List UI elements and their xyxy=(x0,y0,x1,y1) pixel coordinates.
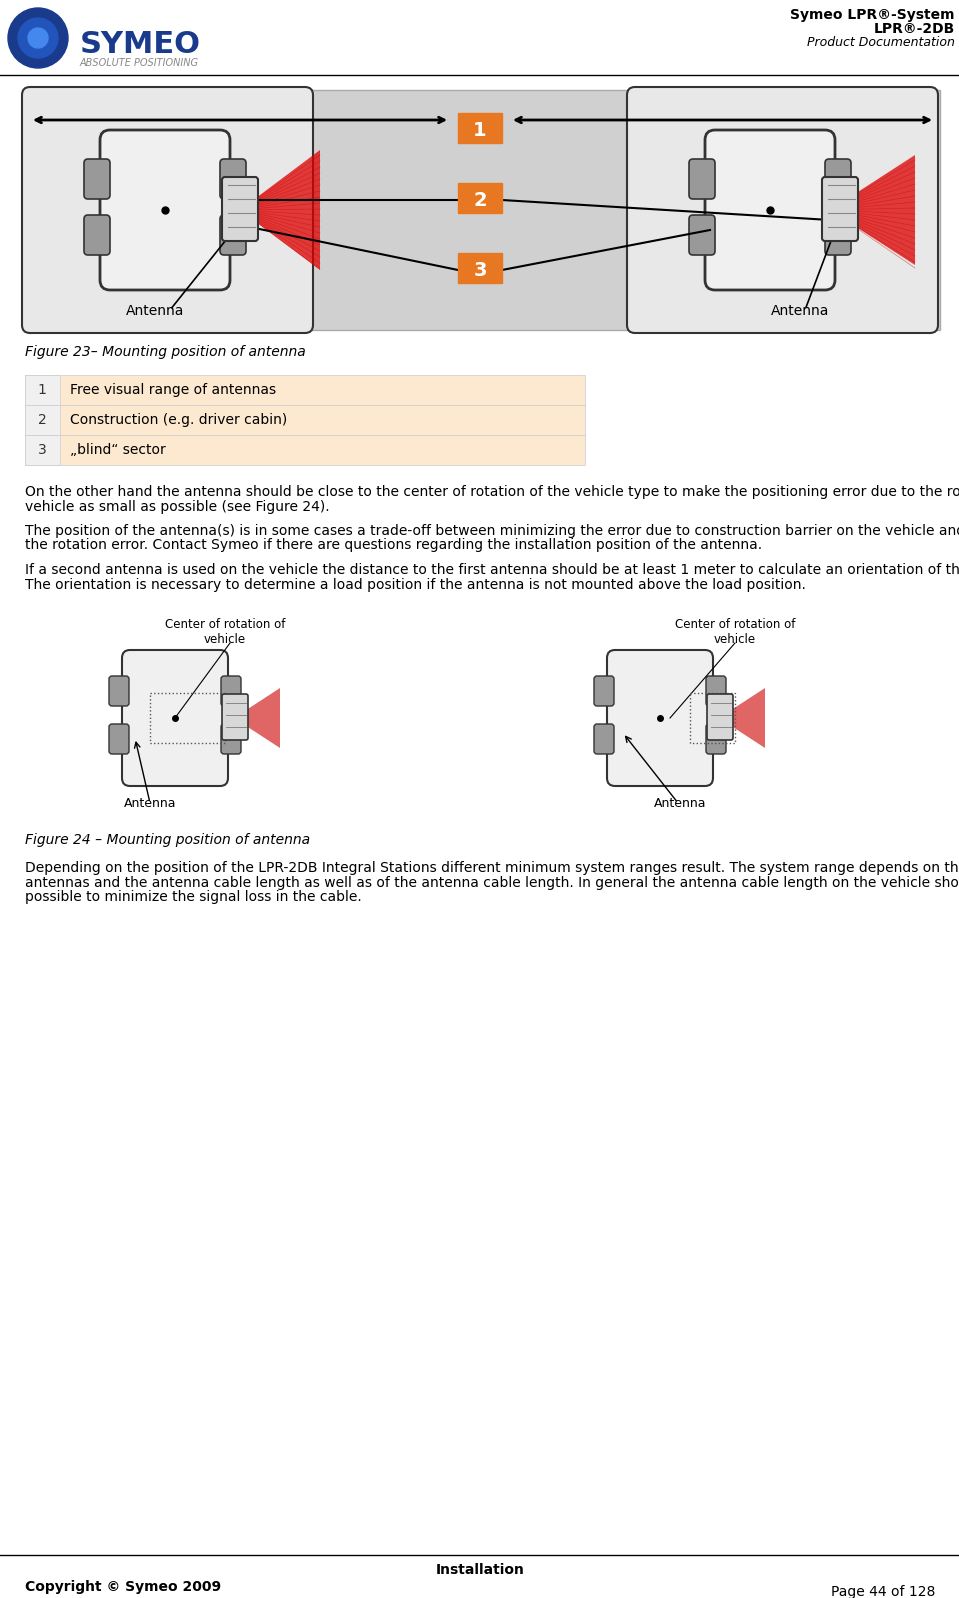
Bar xyxy=(25,435,585,465)
Text: Antenna: Antenna xyxy=(124,797,176,810)
Text: „blind“ sector: „blind“ sector xyxy=(70,443,166,457)
Text: possible to minimize the signal loss in the cable.: possible to minimize the signal loss in … xyxy=(25,890,362,904)
Text: 2: 2 xyxy=(37,412,46,427)
Text: If a second antenna is used on the vehicle the distance to the first antenna sho: If a second antenna is used on the vehic… xyxy=(25,562,959,577)
Text: 2: 2 xyxy=(473,190,487,209)
FancyBboxPatch shape xyxy=(84,216,110,256)
FancyBboxPatch shape xyxy=(607,650,713,786)
Bar xyxy=(690,694,735,743)
Text: On the other hand the antenna should be close to the center of rotation of the v: On the other hand the antenna should be … xyxy=(25,486,959,499)
Text: Center of rotation of
vehicle: Center of rotation of vehicle xyxy=(675,618,795,646)
Text: Copyright © Symeo 2009: Copyright © Symeo 2009 xyxy=(25,1580,222,1593)
FancyBboxPatch shape xyxy=(458,252,502,283)
Bar xyxy=(25,376,585,404)
FancyBboxPatch shape xyxy=(594,724,614,754)
FancyBboxPatch shape xyxy=(689,216,715,256)
Text: vehicle as small as possible (see Figure 24).: vehicle as small as possible (see Figure… xyxy=(25,500,330,513)
FancyBboxPatch shape xyxy=(109,724,129,754)
Text: Installation: Installation xyxy=(435,1563,525,1577)
Bar xyxy=(25,404,585,435)
Text: Figure 24 – Mounting position of antenna: Figure 24 – Mounting position of antenna xyxy=(25,833,310,847)
Bar xyxy=(25,376,60,404)
FancyBboxPatch shape xyxy=(822,177,858,241)
Text: 3: 3 xyxy=(473,260,487,280)
Text: Center of rotation of
vehicle: Center of rotation of vehicle xyxy=(165,618,285,646)
FancyBboxPatch shape xyxy=(594,676,614,706)
Text: SYMEO: SYMEO xyxy=(80,30,201,59)
Text: Depending on the position of the LPR-2DB Integral Stations different minimum sys: Depending on the position of the LPR-2DB… xyxy=(25,861,959,876)
FancyBboxPatch shape xyxy=(221,676,241,706)
Polygon shape xyxy=(240,150,320,270)
Circle shape xyxy=(18,18,58,58)
FancyBboxPatch shape xyxy=(220,158,246,200)
FancyBboxPatch shape xyxy=(627,86,938,332)
FancyBboxPatch shape xyxy=(22,86,313,332)
FancyBboxPatch shape xyxy=(222,177,258,241)
FancyBboxPatch shape xyxy=(84,158,110,200)
FancyBboxPatch shape xyxy=(109,676,129,706)
FancyBboxPatch shape xyxy=(458,113,502,142)
FancyBboxPatch shape xyxy=(825,216,851,256)
FancyBboxPatch shape xyxy=(689,158,715,200)
Text: Free visual range of antennas: Free visual range of antennas xyxy=(70,384,276,396)
Text: the rotation error. Contact Symeo if there are questions regarding the installat: the rotation error. Contact Symeo if the… xyxy=(25,539,762,553)
Text: 3: 3 xyxy=(37,443,46,457)
Polygon shape xyxy=(830,155,915,265)
FancyBboxPatch shape xyxy=(25,89,940,331)
Text: ABSOLUTE POSITIONING: ABSOLUTE POSITIONING xyxy=(80,58,199,69)
Text: The orientation is necessary to determine a load position if the antenna is not : The orientation is necessary to determin… xyxy=(25,577,806,591)
FancyBboxPatch shape xyxy=(100,129,230,289)
Text: Page 44 of 128: Page 44 of 128 xyxy=(830,1585,935,1598)
FancyBboxPatch shape xyxy=(706,676,726,706)
Text: 1: 1 xyxy=(37,384,46,396)
FancyBboxPatch shape xyxy=(706,724,726,754)
Bar xyxy=(25,435,60,465)
Polygon shape xyxy=(719,689,765,748)
FancyBboxPatch shape xyxy=(825,158,851,200)
Text: The position of the antenna(s) is in some cases a trade-off between minimizing t: The position of the antenna(s) is in som… xyxy=(25,524,959,539)
Polygon shape xyxy=(234,689,280,748)
FancyBboxPatch shape xyxy=(122,650,228,786)
Text: Symeo LPR®-System: Symeo LPR®-System xyxy=(790,8,955,22)
FancyBboxPatch shape xyxy=(705,129,835,289)
Text: Antenna: Antenna xyxy=(654,797,706,810)
Text: Construction (e.g. driver cabin): Construction (e.g. driver cabin) xyxy=(70,412,288,427)
FancyBboxPatch shape xyxy=(222,694,248,740)
Text: 1: 1 xyxy=(473,120,487,139)
Bar xyxy=(25,404,60,435)
FancyBboxPatch shape xyxy=(220,216,246,256)
Text: antennas and the antenna cable length as well as of the antenna cable length. In: antennas and the antenna cable length as… xyxy=(25,876,959,890)
Text: LPR®-2DB: LPR®-2DB xyxy=(874,22,955,37)
FancyBboxPatch shape xyxy=(221,724,241,754)
Bar xyxy=(150,694,225,743)
Circle shape xyxy=(8,8,68,69)
Text: Figure 23– Mounting position of antenna: Figure 23– Mounting position of antenna xyxy=(25,345,306,360)
Text: Antenna: Antenna xyxy=(771,304,830,318)
Circle shape xyxy=(28,29,48,48)
Text: Product Documentation: Product Documentation xyxy=(807,37,955,50)
FancyBboxPatch shape xyxy=(458,184,502,213)
FancyBboxPatch shape xyxy=(707,694,733,740)
Text: Antenna: Antenna xyxy=(126,304,184,318)
